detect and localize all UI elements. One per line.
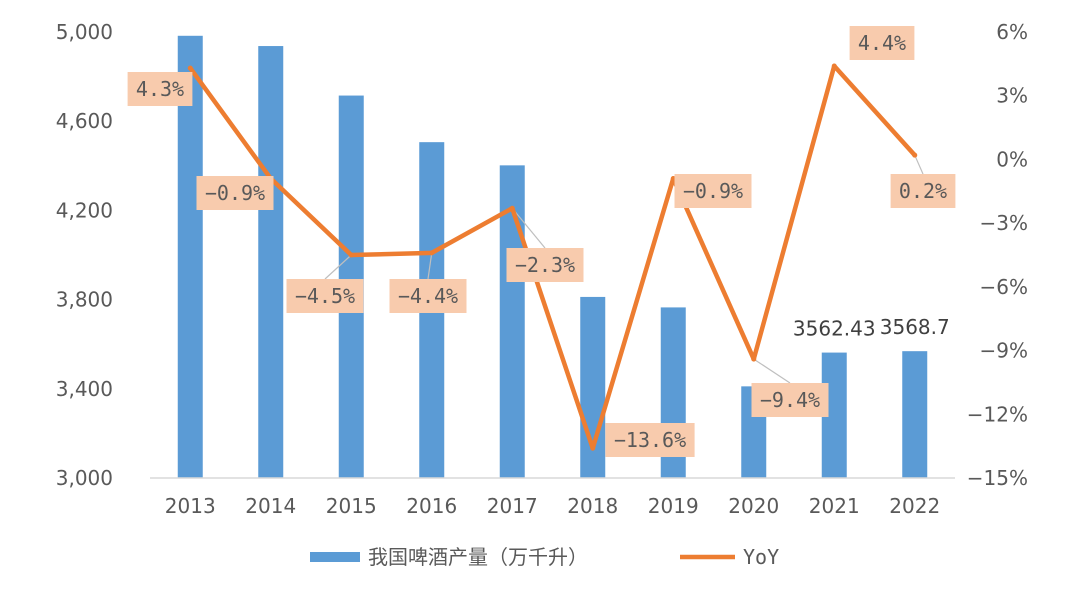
bar: [580, 296, 606, 478]
label-leader-line: [511, 207, 546, 249]
bar-data-labels: 3562.43 3568.7: [793, 315, 950, 340]
right-tick-label: −15%: [967, 466, 1028, 490]
yoy-label-box: [196, 176, 274, 210]
x-tick-label: 2014: [245, 494, 296, 518]
bar-data-label: 3562.43: [793, 317, 876, 341]
legend-line-label: YoY: [743, 545, 779, 569]
yoy-line: [188, 63, 917, 451]
left-tick-label: 3,800: [56, 288, 113, 312]
x-tick-label: 2018: [567, 494, 618, 518]
right-tick-label: −3%: [980, 211, 1029, 235]
legend-bar-label: 我国啤酒产量（万千升）: [368, 545, 588, 569]
yoy-label-box: [890, 174, 956, 208]
yoy-data-label: 4.4%: [858, 31, 906, 55]
yoy-label-box: [751, 383, 829, 417]
yoy-label-box: [389, 279, 467, 313]
x-tick-label: 2015: [326, 494, 377, 518]
label-leader-line: [427, 252, 433, 280]
yoy-label-box: [127, 72, 193, 106]
yoy-data-label: 0.2%: [899, 179, 947, 203]
x-tick-label: 2019: [648, 494, 699, 518]
x-tick-label: 2021: [809, 494, 860, 518]
yoy-point: [429, 250, 435, 256]
x-axis: 2013 2014 2015 2016 2017 2018 2019 2020 2021 2022: [165, 494, 940, 518]
right-tick-label: 0%: [996, 147, 1028, 171]
bar: [258, 46, 284, 478]
right-tick-label: −9%: [980, 339, 1029, 363]
right-tick-label: −12%: [967, 402, 1028, 426]
yoy-point: [912, 152, 918, 158]
x-tick-label: 2022: [889, 494, 940, 518]
left-tick-label: 3,000: [56, 466, 113, 490]
line-data-labels: 4.3% −0.9% −4.5% −4.4% −2.3% −13.6% −0.9% −9.4%…: [127, 26, 956, 457]
label-leader-line: [324, 254, 352, 280]
yoy-data-label: −9.4%: [760, 388, 820, 412]
yoy-data-label: −4.5%: [295, 284, 355, 308]
x-tick-label: 2013: [165, 494, 216, 518]
bar-data-label: 3568.7: [880, 315, 950, 339]
x-tick-label: 2017: [487, 494, 538, 518]
yoy-data-label: 4.3%: [136, 77, 184, 101]
left-axis: 3,000 3,400 3,800 4,200 4,600 5,000: [56, 20, 113, 490]
yoy-data-label: −0.9%: [683, 179, 743, 203]
yoy-point: [751, 356, 757, 362]
label-leader-line: [914, 154, 924, 175]
yoy-point: [509, 205, 515, 211]
yoy-data-label: −4.4%: [398, 284, 458, 308]
yoy-point: [590, 445, 596, 451]
right-tick-label: 3%: [996, 84, 1028, 108]
bar: [902, 351, 928, 478]
x-tick-label: 2016: [406, 494, 457, 518]
yoy-label-box: [506, 248, 584, 282]
left-tick-label: 5,000: [56, 20, 113, 44]
label-leaders: [324, 154, 924, 384]
right-tick-label: −6%: [980, 275, 1029, 299]
yoy-data-label: −0.9%: [205, 181, 265, 205]
x-tick-label: 2020: [728, 494, 779, 518]
right-axis: −15% −12% −9% −6% −3% 0% 3% 6%: [967, 20, 1028, 490]
yoy-label-box: [849, 26, 915, 60]
bar: [177, 35, 203, 478]
left-tick-label: 3,400: [56, 377, 113, 401]
yoy-label-box: [674, 174, 752, 208]
yoy-point: [831, 63, 837, 69]
label-leader-line: [753, 358, 791, 384]
yoy-label-box: [286, 279, 364, 313]
yoy-point: [187, 65, 193, 71]
yoy-data-label: −2.3%: [515, 253, 575, 277]
yoy-point: [348, 252, 354, 258]
legend: 我国啤酒产量（万千升） YoY: [310, 545, 779, 569]
left-tick-label: 4,200: [56, 198, 113, 222]
left-tick-label: 4,600: [56, 109, 113, 133]
legend-bar-swatch: [310, 552, 360, 562]
yoy-data-label: −13.6%: [614, 428, 686, 452]
right-tick-label: 6%: [996, 20, 1028, 44]
yoy-label-box: [605, 423, 695, 457]
